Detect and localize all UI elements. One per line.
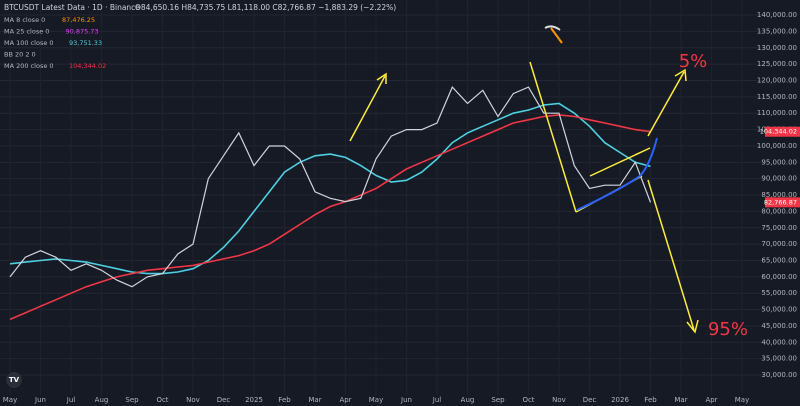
indicator-name: BB 20 2 0 xyxy=(4,51,36,59)
y-tick-label: 100,000.00 xyxy=(757,142,797,150)
y-tick-label: 85,000.00 xyxy=(761,191,797,199)
price-label-box xyxy=(765,126,800,137)
x-tick-label: 2026 xyxy=(611,396,629,404)
annotation: 5% xyxy=(679,51,708,72)
indicator-value: 87,476.25 xyxy=(62,16,95,24)
x-tick-label: Oct xyxy=(156,396,168,404)
y-tick-label: 70,000.00 xyxy=(761,240,797,248)
channel-line xyxy=(589,147,651,177)
ma-line xyxy=(9,114,651,321)
x-tick-label: Mar xyxy=(308,396,321,404)
trend-line xyxy=(529,61,577,213)
price-line xyxy=(9,86,652,288)
ohlc: O84,650.16 H84,735.75 L81,118.00 C82,766… xyxy=(135,3,396,12)
x-tick-label: 2025 xyxy=(245,396,263,404)
pick-icon xyxy=(544,25,563,44)
x-tick-label: May xyxy=(3,396,17,404)
x-tick-label: Nov xyxy=(552,396,566,404)
x-tick-label: Sep xyxy=(125,396,139,404)
x-tick-label: Jul xyxy=(66,396,76,404)
x-tick-label: May xyxy=(735,396,749,404)
x-tick-label: Nov xyxy=(186,396,200,404)
axes: 140,000.00 135,000.00 130,000.00 125,000.00… xyxy=(3,11,800,404)
indicator-name: MA 100 close 0 xyxy=(4,39,54,47)
y-tick-label: 110,000.00 xyxy=(757,109,797,117)
indicator-value: 93,751.33 xyxy=(69,39,102,47)
price-label: 104,344.02 xyxy=(760,128,797,136)
y-tick-label: 135,000.00 xyxy=(757,27,797,35)
indicator-value: 104,344.02 xyxy=(69,62,106,70)
price-label: 82,766.87 xyxy=(764,198,797,206)
annotation: 95% xyxy=(708,319,748,340)
y-tick-label: 90,000.00 xyxy=(761,175,797,183)
y-tick-label: 40,000.00 xyxy=(761,338,797,346)
y-tick-label: 55,000.00 xyxy=(761,289,797,297)
x-tick-label: Aug xyxy=(95,396,109,404)
x-tick-label: Aug xyxy=(461,396,475,404)
y-tick-label: 130,000.00 xyxy=(757,44,797,52)
x-tick-label: Mar xyxy=(674,396,687,404)
x-tick-label: Oct xyxy=(522,396,534,404)
x-tick-label: Apr xyxy=(705,396,717,404)
tv-logo: TV xyxy=(6,372,22,388)
svg-text:TV: TV xyxy=(9,376,20,384)
y-tick-label: 80,000.00 xyxy=(761,207,797,215)
y-tick-label: 30,000.00 xyxy=(761,371,797,379)
chart-title: BTCUSDT Latest Data · 1D · Binance xyxy=(4,3,140,12)
x-tick-label: Dec xyxy=(583,396,597,404)
x-tick-label: Sep xyxy=(491,396,505,404)
y-tick-label: 75,000.00 xyxy=(761,224,797,232)
y-tick-label: 65,000.00 xyxy=(761,256,797,264)
x-tick-label: Jun xyxy=(400,396,412,404)
arrow-head xyxy=(686,319,699,334)
y-tick-label: 140,000.00 xyxy=(757,11,797,19)
x-tick-label: Feb xyxy=(278,396,291,404)
indicator-name: MA 200 close 0 xyxy=(4,62,54,70)
arrow xyxy=(647,179,695,331)
y-tick-label: 120,000.00 xyxy=(757,77,797,85)
support-curve xyxy=(576,137,658,211)
arrow-head xyxy=(376,72,387,84)
x-tick-label: Jun xyxy=(34,396,46,404)
y-tick-label: 45,000.00 xyxy=(761,322,797,330)
price-label-box xyxy=(765,197,800,208)
y-tick-label: 60,000.00 xyxy=(761,273,797,281)
y-tick-label: 35,000.00 xyxy=(761,355,797,363)
x-tick-label: Dec xyxy=(217,396,231,404)
y-tick-label: 50,000.00 xyxy=(761,306,797,314)
y-tick-label: 125,000.00 xyxy=(757,60,797,68)
arrow xyxy=(349,75,386,142)
y-tick-label: 115,000.00 xyxy=(757,93,797,101)
indicator-name: MA 25 close 0 xyxy=(4,28,49,36)
arrow xyxy=(647,71,685,137)
arrow-head xyxy=(674,68,687,82)
y-tick-label: 95,000.00 xyxy=(761,158,797,166)
x-tick-label: May xyxy=(369,396,383,404)
x-tick-label: Feb xyxy=(644,396,657,404)
indicator-value: 90,875.73 xyxy=(66,28,99,36)
indicator-name: MA 8 close 0 xyxy=(4,16,45,24)
x-tick-label: Jul xyxy=(432,396,442,404)
x-tick-label: Apr xyxy=(339,396,351,404)
